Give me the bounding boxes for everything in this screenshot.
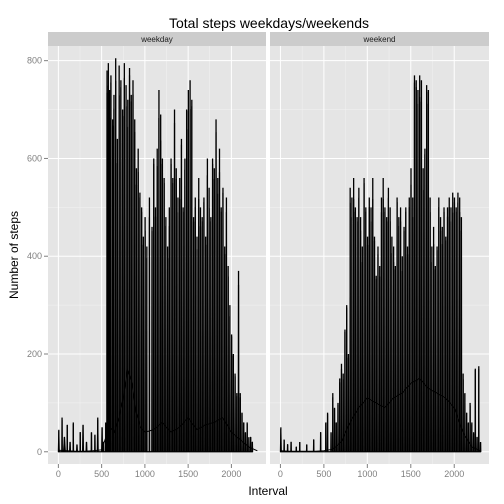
- series-weekday: [57, 58, 258, 453]
- x-tick-label: 1000: [357, 469, 377, 479]
- y-tick-label: 0: [37, 447, 42, 457]
- y-axis: 0 200 400 600 800: [27, 56, 48, 457]
- mean-profile-weekday: [58, 368, 258, 452]
- panel-weekday: weekday: [48, 32, 266, 464]
- strip-label-weekday: weekday: [140, 35, 173, 44]
- x-tick-label: 1500: [178, 469, 198, 479]
- x-tick-label: 2000: [444, 469, 464, 479]
- x-axis-weekday: 0 500 1000 1500 2000: [56, 464, 241, 479]
- y-tick-label: 600: [27, 153, 42, 163]
- x-tick-label: 0: [56, 469, 61, 479]
- x-axis-label: Interval: [248, 484, 287, 498]
- x-tick-label: 0: [278, 469, 283, 479]
- mean-profile-weekend: [280, 377, 481, 452]
- strip-label-weekend: weekend: [362, 35, 395, 44]
- y-tick-label: 800: [27, 56, 42, 66]
- x-tick-label: 500: [94, 469, 109, 479]
- strip-weekday: [48, 32, 266, 46]
- y-tick-label: 200: [27, 349, 42, 359]
- x-tick-label: 1000: [135, 469, 155, 479]
- series-weekend: [279, 75, 482, 453]
- chart-title: Total steps weekdays/weekends: [169, 15, 369, 31]
- x-tick-label: 1500: [401, 469, 421, 479]
- y-axis-label: Number of steps: [7, 211, 21, 299]
- x-axis-weekend: 0 500 1000 1500 2000: [278, 464, 464, 479]
- strip-weekend: [270, 32, 489, 46]
- x-tick-label: 500: [316, 469, 331, 479]
- y-tick-label: 400: [27, 251, 42, 261]
- x-tick-label: 2000: [221, 469, 241, 479]
- panel-weekend: weekend: [270, 32, 489, 464]
